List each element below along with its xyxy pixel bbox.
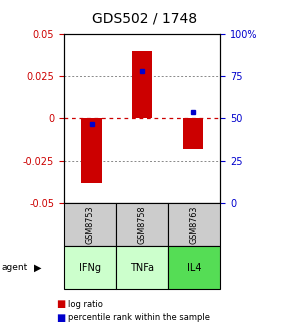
Text: ■: ■ [57,312,66,323]
Text: GSM8758: GSM8758 [137,205,147,244]
Text: agent: agent [1,263,28,272]
Text: GSM8753: GSM8753 [85,205,95,244]
Text: log ratio: log ratio [68,300,103,308]
Text: GDS502 / 1748: GDS502 / 1748 [93,12,197,26]
Text: IFNg: IFNg [79,262,101,272]
Text: percentile rank within the sample: percentile rank within the sample [68,313,210,322]
Bar [81,119,102,183]
Text: GSM8763: GSM8763 [190,206,199,244]
Text: IL4: IL4 [187,262,202,272]
Text: TNFa: TNFa [130,262,154,272]
Text: ▶: ▶ [34,262,41,272]
Text: ■: ■ [57,299,66,309]
Bar [182,119,203,149]
Bar [132,50,152,119]
